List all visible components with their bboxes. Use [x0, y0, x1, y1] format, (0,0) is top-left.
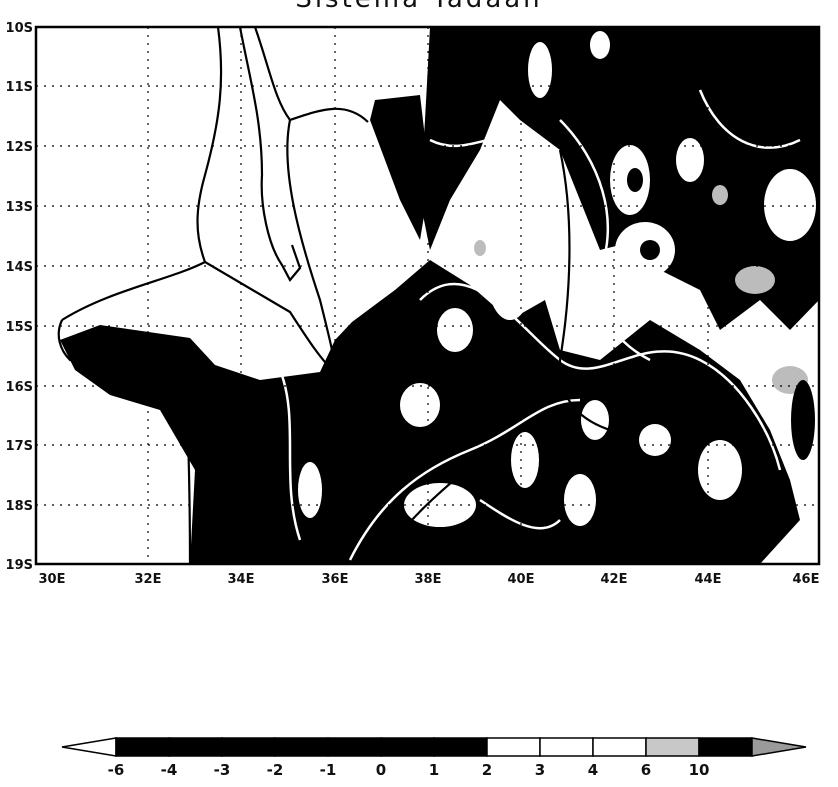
- colorbar-labels: -6 -4 -3 -2 -1 0 1 2 3 4 6 10: [108, 761, 710, 779]
- colorbar-label: -1: [320, 761, 337, 779]
- y-tick-label: 18S: [6, 499, 33, 514]
- x-tick-label: 36E: [322, 572, 349, 587]
- x-tick-label: 44E: [695, 572, 722, 587]
- y-tick-label: 12S: [6, 140, 33, 155]
- field-hole: [437, 308, 473, 352]
- x-tick-label: 38E: [415, 572, 442, 587]
- map-frame: [34, 25, 821, 566]
- colorbar-label: -3: [214, 761, 231, 779]
- colorbar-label: 0: [376, 761, 386, 779]
- field-hole: [404, 483, 476, 527]
- x-tick-label: 32E: [135, 572, 162, 587]
- colorbar-label: 2: [482, 761, 492, 779]
- y-tick-label: 13S: [6, 200, 33, 215]
- colorbar-bin: [539, 737, 594, 757]
- field-hole: [590, 31, 610, 59]
- y-tick-label: 10S: [6, 21, 33, 36]
- colorbar-label: 1: [429, 761, 439, 779]
- colorbar-left-arrow: [61, 737, 117, 757]
- field-coast-black: [370, 95, 430, 240]
- x-tick-labels: 30E 32E 34E 36E 38E 40E 42E 44E 46E: [39, 572, 820, 587]
- colorbar-bin: [592, 737, 647, 757]
- y-tick-label: 19S: [6, 558, 33, 573]
- y-tick-label: 11S: [6, 80, 33, 95]
- contour-lines: [278, 89, 801, 561]
- y-tick-label: 16S: [6, 380, 33, 395]
- x-tick-label: 42E: [601, 572, 628, 587]
- colorbar-bins: [115, 737, 753, 757]
- gridlines: [36, 27, 819, 564]
- field-hole: [676, 138, 704, 182]
- field-high: [712, 185, 728, 205]
- field-low: [627, 168, 643, 192]
- colorbar-bin: [168, 737, 223, 757]
- x-tick-label: 30E: [39, 572, 66, 587]
- colorbar-label: 3: [535, 761, 545, 779]
- colorbar-label: 6: [641, 761, 651, 779]
- field-hole: [727, 319, 763, 371]
- colorbar-bin: [486, 737, 541, 757]
- field-hole: [581, 400, 609, 440]
- colorbar-bin: [327, 737, 382, 757]
- colorbar-bin: [380, 737, 435, 757]
- field-hole: [764, 169, 816, 241]
- field-hole: [528, 42, 552, 98]
- colorbar-label: -6: [108, 761, 125, 779]
- colorbar-label: 10: [689, 761, 710, 779]
- colorbar-bin: [221, 737, 276, 757]
- colorbar-label: 4: [588, 761, 598, 779]
- field-hole: [564, 474, 596, 526]
- x-tick-label: 46E: [793, 572, 820, 587]
- y-tick-labels: 10S 11S 12S 13S 14S 15S 16S 17S 18S 19S: [6, 21, 33, 573]
- field-hole: [698, 440, 742, 500]
- colorbar-bin: [115, 737, 170, 757]
- colorbar-bin: [274, 737, 329, 757]
- contour-field: [60, 27, 819, 564]
- colorbar-bin: [698, 737, 753, 757]
- colorbar-label: -4: [161, 761, 178, 779]
- field-low: [791, 380, 815, 460]
- y-tick-label: 14S: [6, 260, 33, 275]
- colorbar-right-arrow: [751, 737, 807, 757]
- colorbar-bin: [645, 737, 700, 757]
- y-tick-label: 17S: [6, 439, 33, 454]
- x-tick-label: 40E: [508, 572, 535, 587]
- field-hole: [400, 383, 440, 427]
- field-high: [474, 240, 486, 256]
- colorbar: -6 -4 -3 -2 -1 0 1 2 3 4 6 10: [61, 737, 807, 779]
- field-hole: [639, 424, 671, 456]
- y-tick-label: 15S: [6, 320, 33, 335]
- colorbar-bin: [433, 737, 488, 757]
- colorbar-label: -2: [267, 761, 284, 779]
- field-high: [735, 266, 775, 294]
- field-low: [640, 240, 660, 260]
- country-borders: [57, 27, 611, 564]
- x-tick-label: 34E: [228, 572, 255, 587]
- field-hole: [488, 240, 532, 320]
- map-title: Sistema Tadaan: [0, 0, 838, 14]
- field-hole: [298, 462, 322, 518]
- field-hole: [511, 432, 539, 488]
